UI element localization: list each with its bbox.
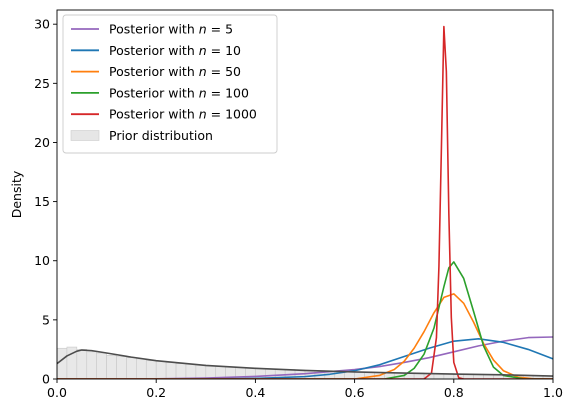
y-tick-label: 25 xyxy=(34,76,50,91)
prior-histogram-bar xyxy=(76,349,88,379)
y-axis-label: Density xyxy=(9,170,24,218)
plot-area xyxy=(57,25,553,379)
y-tick-label: 0 xyxy=(42,372,50,387)
prior-histogram-bar xyxy=(145,360,157,379)
y-tick-label: 5 xyxy=(42,312,50,327)
prior-histogram-bar xyxy=(106,355,117,379)
prior-histogram-bar xyxy=(175,363,187,379)
series-line-1 xyxy=(57,337,553,379)
legend-label: Posterior with n = 50 xyxy=(109,64,241,79)
x-tick-label: 1.0 xyxy=(543,385,563,400)
prior-histogram-bar xyxy=(96,352,107,379)
prior-histogram-bar xyxy=(86,351,97,379)
legend-box xyxy=(62,14,278,154)
legend: Posterior with n = 5 Posterior with n = 1… xyxy=(62,14,278,154)
prior-histogram-bar xyxy=(165,362,177,379)
prior-histogram-bar xyxy=(155,360,167,379)
x-tick-label: 0.4 xyxy=(245,385,265,400)
y-tick-label: 30 xyxy=(34,17,50,32)
prior-histogram-bar xyxy=(136,358,147,379)
axes-frame xyxy=(56,9,554,380)
legend-label: Prior distribution xyxy=(109,128,213,143)
series-line-4 xyxy=(57,25,553,379)
legend-swatch xyxy=(70,130,100,141)
series-line-5 xyxy=(57,349,553,377)
prior-histogram-bar xyxy=(126,357,137,379)
series-line-3 xyxy=(57,261,553,379)
y-tick-label: 15 xyxy=(34,194,50,209)
x-tick-label: 0.2 xyxy=(146,385,166,400)
legend-label: Posterior with n = 100 xyxy=(109,85,249,100)
legend-label: Posterior with n = 5 xyxy=(109,22,233,37)
series-line-2 xyxy=(57,293,553,379)
prior-histogram-bar xyxy=(344,371,355,379)
prior-histogram-bar xyxy=(195,364,207,379)
legend-label: Posterior with n = 1000 xyxy=(109,107,257,122)
prior-histogram-bar xyxy=(57,347,68,379)
y-tick-label: 20 xyxy=(34,135,50,150)
legend-label: Posterior with n = 10 xyxy=(109,43,241,58)
prior-histogram-bar xyxy=(304,370,316,379)
prior-histogram-bar xyxy=(185,363,197,379)
y-tick-label: 10 xyxy=(34,253,50,268)
x-tick-label: 0.0 xyxy=(47,385,67,400)
x-tick-label: 0.8 xyxy=(444,385,464,400)
x-tick-label: 0.6 xyxy=(345,385,365,400)
prior-histogram-bar xyxy=(116,356,127,379)
